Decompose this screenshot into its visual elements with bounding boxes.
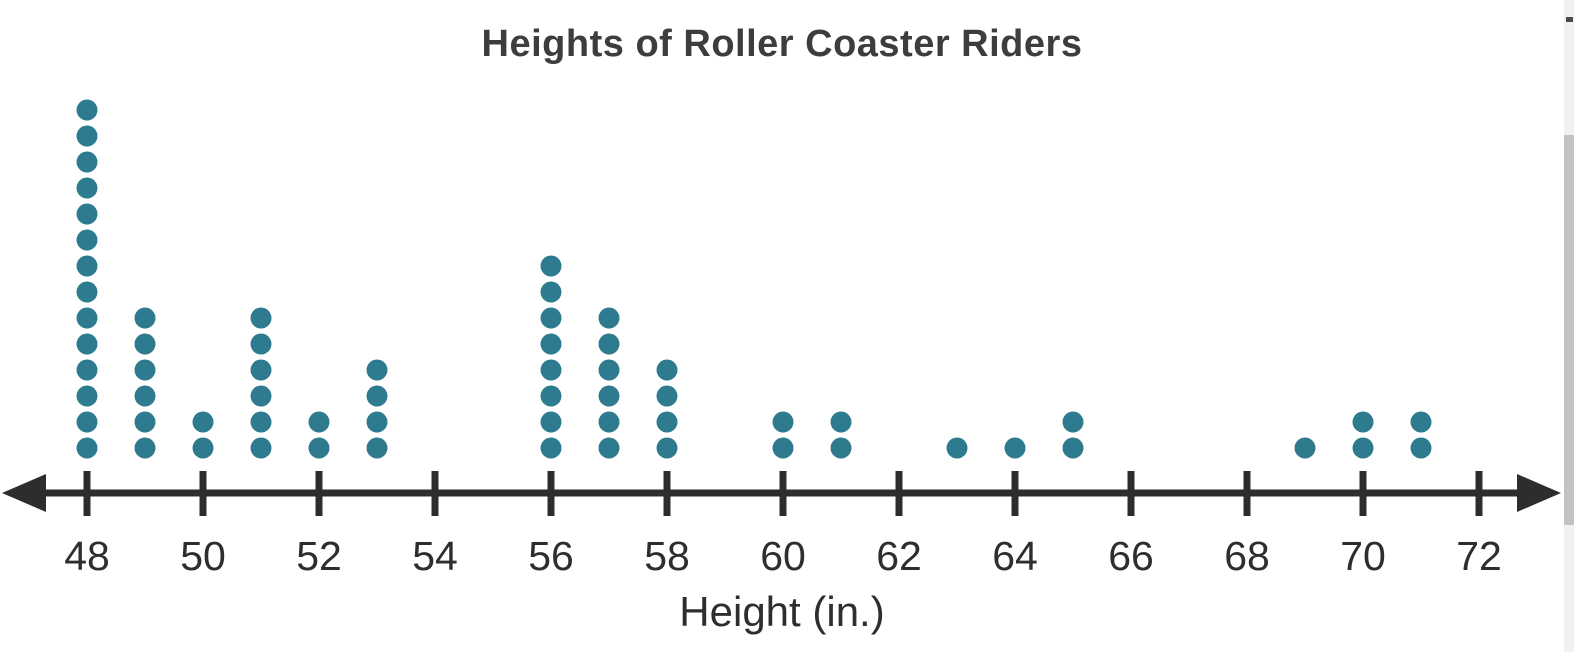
dot: [366, 411, 388, 433]
dot: [540, 281, 562, 303]
tick-label: 62: [876, 533, 922, 579]
dot: [1004, 437, 1026, 459]
dot: [76, 203, 98, 225]
dot: [76, 385, 98, 407]
dot: [76, 359, 98, 381]
dot: [1294, 437, 1316, 459]
x-axis-label: Height (in.): [679, 588, 885, 635]
dot: [76, 229, 98, 251]
dot: [540, 411, 562, 433]
dot: [1410, 437, 1432, 459]
dot: [830, 411, 852, 433]
dot: [598, 307, 620, 329]
dot: [656, 437, 678, 459]
dot: [76, 411, 98, 433]
dot: [540, 255, 562, 277]
dot: [76, 255, 98, 277]
dot: [76, 333, 98, 355]
dot: [540, 333, 562, 355]
tick-label: 58: [644, 533, 690, 579]
dot: [830, 437, 852, 459]
dot: [540, 437, 562, 459]
dot: [76, 99, 98, 121]
tick-label: 52: [296, 533, 342, 579]
tick-label: 50: [180, 533, 226, 579]
tick-label: 66: [1108, 533, 1154, 579]
dot: [76, 177, 98, 199]
dot: [76, 151, 98, 173]
dot: [656, 359, 678, 381]
dot: [134, 333, 156, 355]
dot: [250, 437, 272, 459]
tick-label: 72: [1456, 533, 1502, 579]
dot: [1410, 411, 1432, 433]
dot: [250, 411, 272, 433]
dot: [540, 385, 562, 407]
dot: [366, 359, 388, 381]
axis-left-arrow-icon: [2, 474, 46, 512]
dot: [598, 437, 620, 459]
dot: [134, 437, 156, 459]
dot: [1352, 437, 1374, 459]
dot: [1062, 437, 1084, 459]
dot: [134, 411, 156, 433]
scrollbar-track[interactable]: [1564, 0, 1574, 652]
dot: [192, 437, 214, 459]
dot: [598, 359, 620, 381]
dot: [308, 411, 330, 433]
dot: [1352, 411, 1374, 433]
tick-label: 60: [760, 533, 806, 579]
dot: [76, 307, 98, 329]
dot: [134, 307, 156, 329]
dot: [540, 307, 562, 329]
dot: [656, 385, 678, 407]
dot: [946, 437, 968, 459]
tick-label: 48: [64, 533, 110, 579]
dot: [250, 385, 272, 407]
tick-label: 70: [1340, 533, 1386, 579]
dot: [134, 359, 156, 381]
dot: [366, 385, 388, 407]
tick-label: 56: [528, 533, 574, 579]
dot: [598, 411, 620, 433]
dot: [1062, 411, 1084, 433]
dot: [76, 125, 98, 147]
dot: [192, 411, 214, 433]
tick-label: 68: [1224, 533, 1270, 579]
tick-label: 54: [412, 533, 458, 579]
scrollbar-thumb[interactable]: [1564, 135, 1574, 525]
dot: [76, 281, 98, 303]
scrollbar-up-arrow-icon: [1566, 17, 1573, 22]
dot: [772, 437, 794, 459]
axis-right-arrow-icon: [1517, 474, 1561, 512]
dot: [250, 307, 272, 329]
dot: [772, 411, 794, 433]
chart-title: Heights of Roller Coaster Riders: [481, 23, 1083, 65]
dot: [366, 437, 388, 459]
dot: [308, 437, 330, 459]
dot: [250, 359, 272, 381]
dot: [134, 385, 156, 407]
dot: [656, 411, 678, 433]
dot: [598, 333, 620, 355]
tick-label: 64: [992, 533, 1038, 579]
dot: [76, 437, 98, 459]
dot: [250, 333, 272, 355]
dot: [540, 359, 562, 381]
dot: [598, 385, 620, 407]
